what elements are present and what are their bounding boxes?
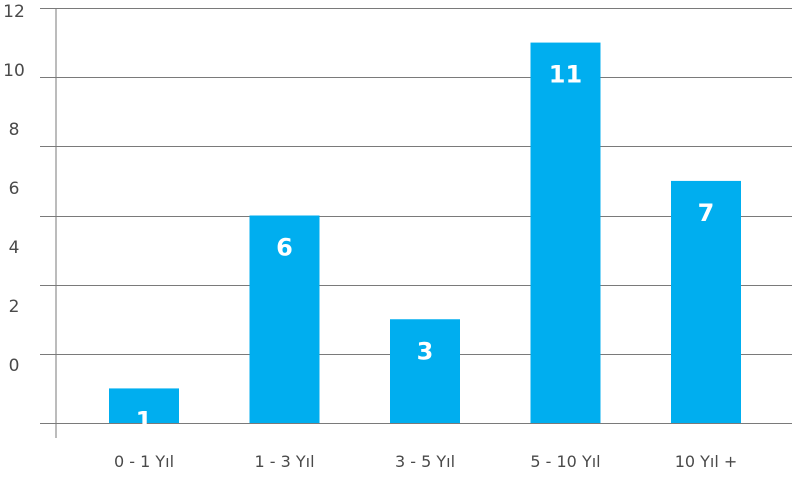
bar [109, 388, 179, 423]
x-tick-label: 3 - 5 Yıl [395, 452, 455, 471]
data-labels: 1 6 3 11 7 [136, 61, 715, 435]
data-label: 1 [136, 406, 153, 434]
data-label: 11 [549, 61, 582, 89]
bar [530, 42, 601, 423]
x-axis-ticks: 0 - 1 Yıl 1 - 3 Yıl 3 - 5 Yıl 5 - 10 Yıl 10 … [114, 452, 737, 471]
bar [390, 319, 460, 423]
data-label: 3 [417, 337, 434, 365]
bars [109, 42, 741, 423]
data-label: 6 [276, 234, 293, 262]
y-tick-label: 6 [9, 179, 20, 199]
bar [671, 180, 741, 423]
x-tick-label: 10 Yıl + [675, 452, 738, 471]
x-tick-label: 5 - 10 Yıl [530, 452, 600, 471]
y-tick-label: 4 [9, 238, 20, 258]
y-tick-label: 0 [9, 356, 20, 376]
data-label: 7 [698, 199, 715, 227]
y-axis-ticks: 12 10 8 6 4 2 0 [3, 2, 25, 376]
y-tick-label: 12 [3, 2, 25, 22]
y-tick-label: 10 [3, 61, 25, 81]
x-tick-label: 0 - 1 Yıl [114, 452, 174, 471]
x-tick-label: 1 - 3 Yıl [254, 452, 314, 471]
bar [249, 215, 320, 423]
y-tick-label: 8 [9, 120, 20, 140]
y-tick-label: 2 [9, 297, 20, 317]
